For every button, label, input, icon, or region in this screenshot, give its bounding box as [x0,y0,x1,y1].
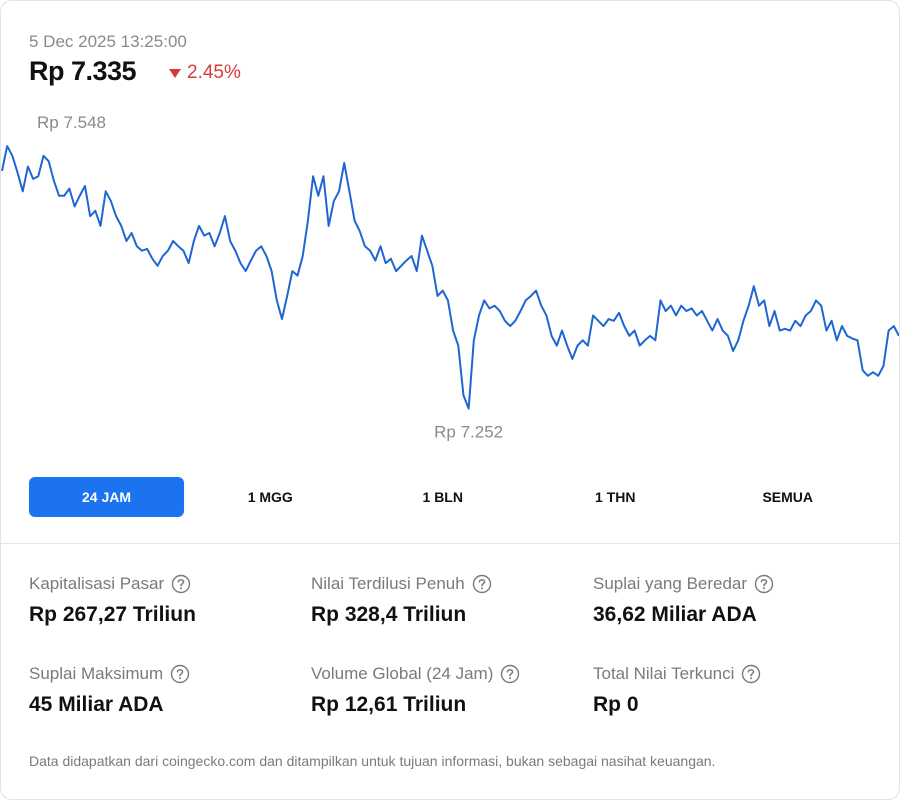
stat: Total Nilai Terkunci Rp 0 [593,664,863,717]
help-icon[interactable] [741,664,761,684]
stat-value: Rp 267,27 Triliun [29,603,196,626]
stat-label-row: Volume Global (24 Jam) [311,664,581,684]
stat-label-row: Nilai Terdilusi Penuh [311,574,581,594]
stat-label: Total Nilai Terkunci [593,664,735,683]
range-tab[interactable]: SEMUA [762,489,814,505]
stat-value: 36,62 Miliar ADA [593,603,757,626]
stat-label: Volume Global (24 Jam) [311,664,494,683]
stat-label: Suplai yang Beredar [593,574,748,593]
stat: Volume Global (24 Jam) Rp 12,61 Triliun [311,664,581,717]
stat-label-row: Total Nilai Terkunci [593,664,863,684]
help-icon[interactable] [500,664,520,684]
timestamp: 5 Dec 2025 13:25:00 [29,32,187,51]
help-icon[interactable] [170,664,190,684]
help-icon[interactable] [472,574,492,594]
help-icon[interactable] [754,574,774,594]
stat-value: Rp 328,4 Triliun [311,603,467,626]
stat-label-row: Suplai yang Beredar [593,574,863,594]
range-tabs: 24 JAM 1 MGG 1 BLN 1 THN SEMUA [29,477,874,517]
range-tab[interactable]: 1 MGG [247,489,293,505]
divider [1,543,899,544]
price-chart: Rp 7.548 Rp 7.252 [1,113,899,442]
price: Rp 7.335 [29,56,137,86]
range-tab[interactable]: 24 JAM [29,477,184,517]
min-label: Rp 7.252 [434,423,503,442]
down-arrow [169,69,181,78]
stat: Kapitalisasi Pasar Rp 267,27 Triliun [29,574,299,627]
stat-label: Nilai Terdilusi Penuh [311,574,465,593]
stat: Nilai Terdilusi Penuh Rp 328,4 Triliun [311,574,581,627]
range-tab[interactable]: 1 BLN [422,489,463,505]
stat-value: 45 Miliar ADA [29,693,164,716]
stat: Suplai yang Beredar 36,62 Miliar ADA [593,574,863,627]
price-line [1,145,899,410]
change-text: 2.45% [187,62,241,83]
stat-label: Kapitalisasi Pasar [29,574,165,593]
price-change: 2.45% [169,62,241,84]
range-tab[interactable]: 1 THN [595,489,636,505]
stat-value: Rp 0 [593,693,639,716]
stat-value: Rp 12,61 Triliun [311,693,467,716]
disclaimer: Data didapatkan dari coingecko.com dan d… [29,753,716,769]
stat-label-row: Kapitalisasi Pasar [29,574,299,594]
stat: Suplai Maksimum 45 Miliar ADA [29,664,299,717]
max-label: Rp 7.548 [37,113,106,132]
stat-label: Suplai Maksimum [29,664,164,683]
stat-label-row: Suplai Maksimum [29,664,299,684]
help-icon[interactable] [171,574,191,594]
